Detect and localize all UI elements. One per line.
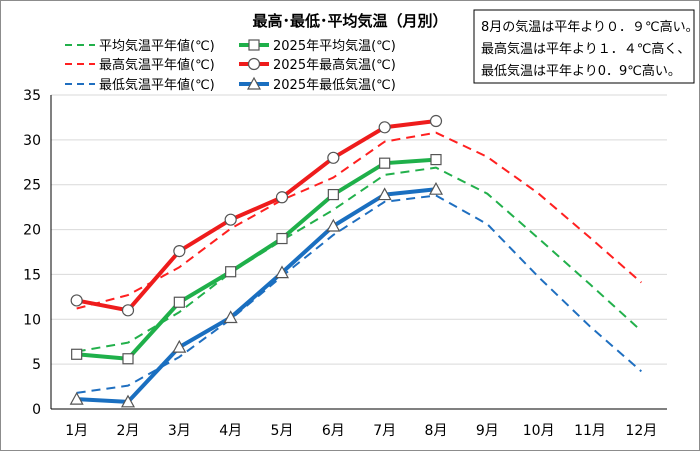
legend-item: 最高気温平年値(℃): [65, 57, 215, 73]
legend-item: 平均気温平年値(℃): [65, 38, 215, 54]
y-tick-label: 0: [32, 402, 41, 418]
y-tick-label: 35: [23, 88, 41, 104]
annotation-line-3: 最低気温は平年より0．9℃高い。: [481, 63, 681, 79]
annotation-line-2: 最高気温は平年より１．４℃高く、: [481, 41, 690, 57]
data-point-square: [122, 353, 134, 365]
series-5: [69, 181, 444, 408]
legend-label: 最高気温平年値(℃): [99, 57, 215, 73]
x-tick-label: 11月: [574, 423, 606, 439]
annotation-line-1: 8月の気温は平年より０．９℃高い。: [481, 19, 699, 35]
chart-title: 最高･最低･平均気温（月別）: [252, 12, 447, 30]
series-line: [74, 119, 438, 313]
data-point-triangle: [246, 76, 262, 90]
y-tick-label: 15: [23, 267, 41, 283]
x-tick-label: 2月: [117, 423, 140, 439]
data-point-circle: [378, 121, 391, 134]
y-tick-label: 20: [23, 223, 41, 239]
data-point-circle: [121, 304, 135, 317]
series-3: [70, 114, 443, 317]
x-tick-label: 5月: [271, 423, 294, 439]
data-point-triangle: [428, 181, 444, 195]
data-point-circle: [70, 294, 83, 307]
y-tick-label: 10: [23, 312, 41, 328]
data-point-circle: [429, 114, 443, 128]
data-point-triangle: [223, 310, 238, 324]
x-tick-label: 3月: [168, 423, 191, 439]
annotation-border: [473, 9, 695, 84]
series-line: [76, 131, 642, 310]
data-point-square: [276, 232, 288, 245]
data-point-circle: [173, 245, 186, 258]
data-point-circle: [247, 57, 261, 71]
x-tick-label: 10月: [523, 423, 555, 439]
legend-item: 2025年最高気温(℃): [239, 57, 396, 73]
legend-label: 2025年最低気温(℃): [273, 77, 396, 93]
series-line: [76, 194, 642, 394]
data-point-triangle: [120, 394, 136, 408]
data-point-triangle: [172, 339, 187, 353]
x-tick-label: 8月: [425, 423, 448, 439]
x-tick-label: 6月: [322, 423, 345, 439]
series-line: [74, 187, 438, 404]
legend-label: 2025年最高気温(℃): [273, 57, 396, 73]
x-tick-label: 7月: [373, 423, 396, 439]
y-tick-label: 30: [23, 133, 41, 149]
series-layer: [69, 114, 643, 408]
x-tick-label: 9月: [476, 423, 499, 439]
series-0: [76, 166, 643, 353]
legend-item: 最低気温平年値(℃): [65, 77, 215, 93]
legend-label: 平均気温平年値(℃): [99, 38, 215, 54]
grid-layer: [51, 94, 667, 365]
data-point-triangle: [69, 391, 84, 405]
y-tick-label: 5: [32, 357, 41, 373]
data-point-square: [71, 348, 83, 360]
data-point-square: [379, 157, 391, 169]
x-tick-label: 4月: [219, 423, 242, 439]
data-point-square: [225, 266, 237, 278]
data-point-triangle: [377, 187, 392, 201]
data-point-triangle: [326, 218, 341, 232]
legend-item: 2025年最低気温(℃): [239, 76, 396, 93]
data-point-circle: [275, 191, 289, 204]
legend: 平均気温平年値(℃) 2025年平均気温(℃) 最高気温平年値(℃) 2025年最高気…: [65, 38, 396, 93]
data-point-square: [173, 296, 185, 308]
data-point-square: [327, 188, 339, 201]
data-point-circle: [224, 213, 237, 226]
data-point-square: [430, 153, 442, 166]
series-line: [76, 166, 643, 353]
data-point-circle: [327, 151, 340, 164]
legend-label: 2025年平均気温(℃): [273, 38, 396, 54]
series-line: [74, 157, 438, 361]
legend-label: 最低気温平年値(℃): [99, 77, 215, 93]
data-point-square: [248, 39, 260, 51]
data-point-triangle: [274, 265, 290, 279]
y-tick-label: 25: [23, 178, 41, 194]
x-tick-label: 1月: [65, 423, 88, 439]
legend-item: 2025年平均気温(℃): [239, 38, 396, 54]
x-tick-label: 12月: [625, 423, 657, 439]
series-1: [71, 153, 442, 365]
series-2: [76, 131, 642, 310]
annotation-box: 8月の気温は平年より０．９℃高い。 最高気温は平年より１．４℃高く、 最低気温は…: [473, 9, 699, 84]
axis-layer: 0 5 10 15 20 25 30 35 1月 2月 3月 4月 5月 6月 7月 8月 9月 10月 11月 12…: [23, 88, 667, 439]
series-4: [76, 194, 642, 394]
